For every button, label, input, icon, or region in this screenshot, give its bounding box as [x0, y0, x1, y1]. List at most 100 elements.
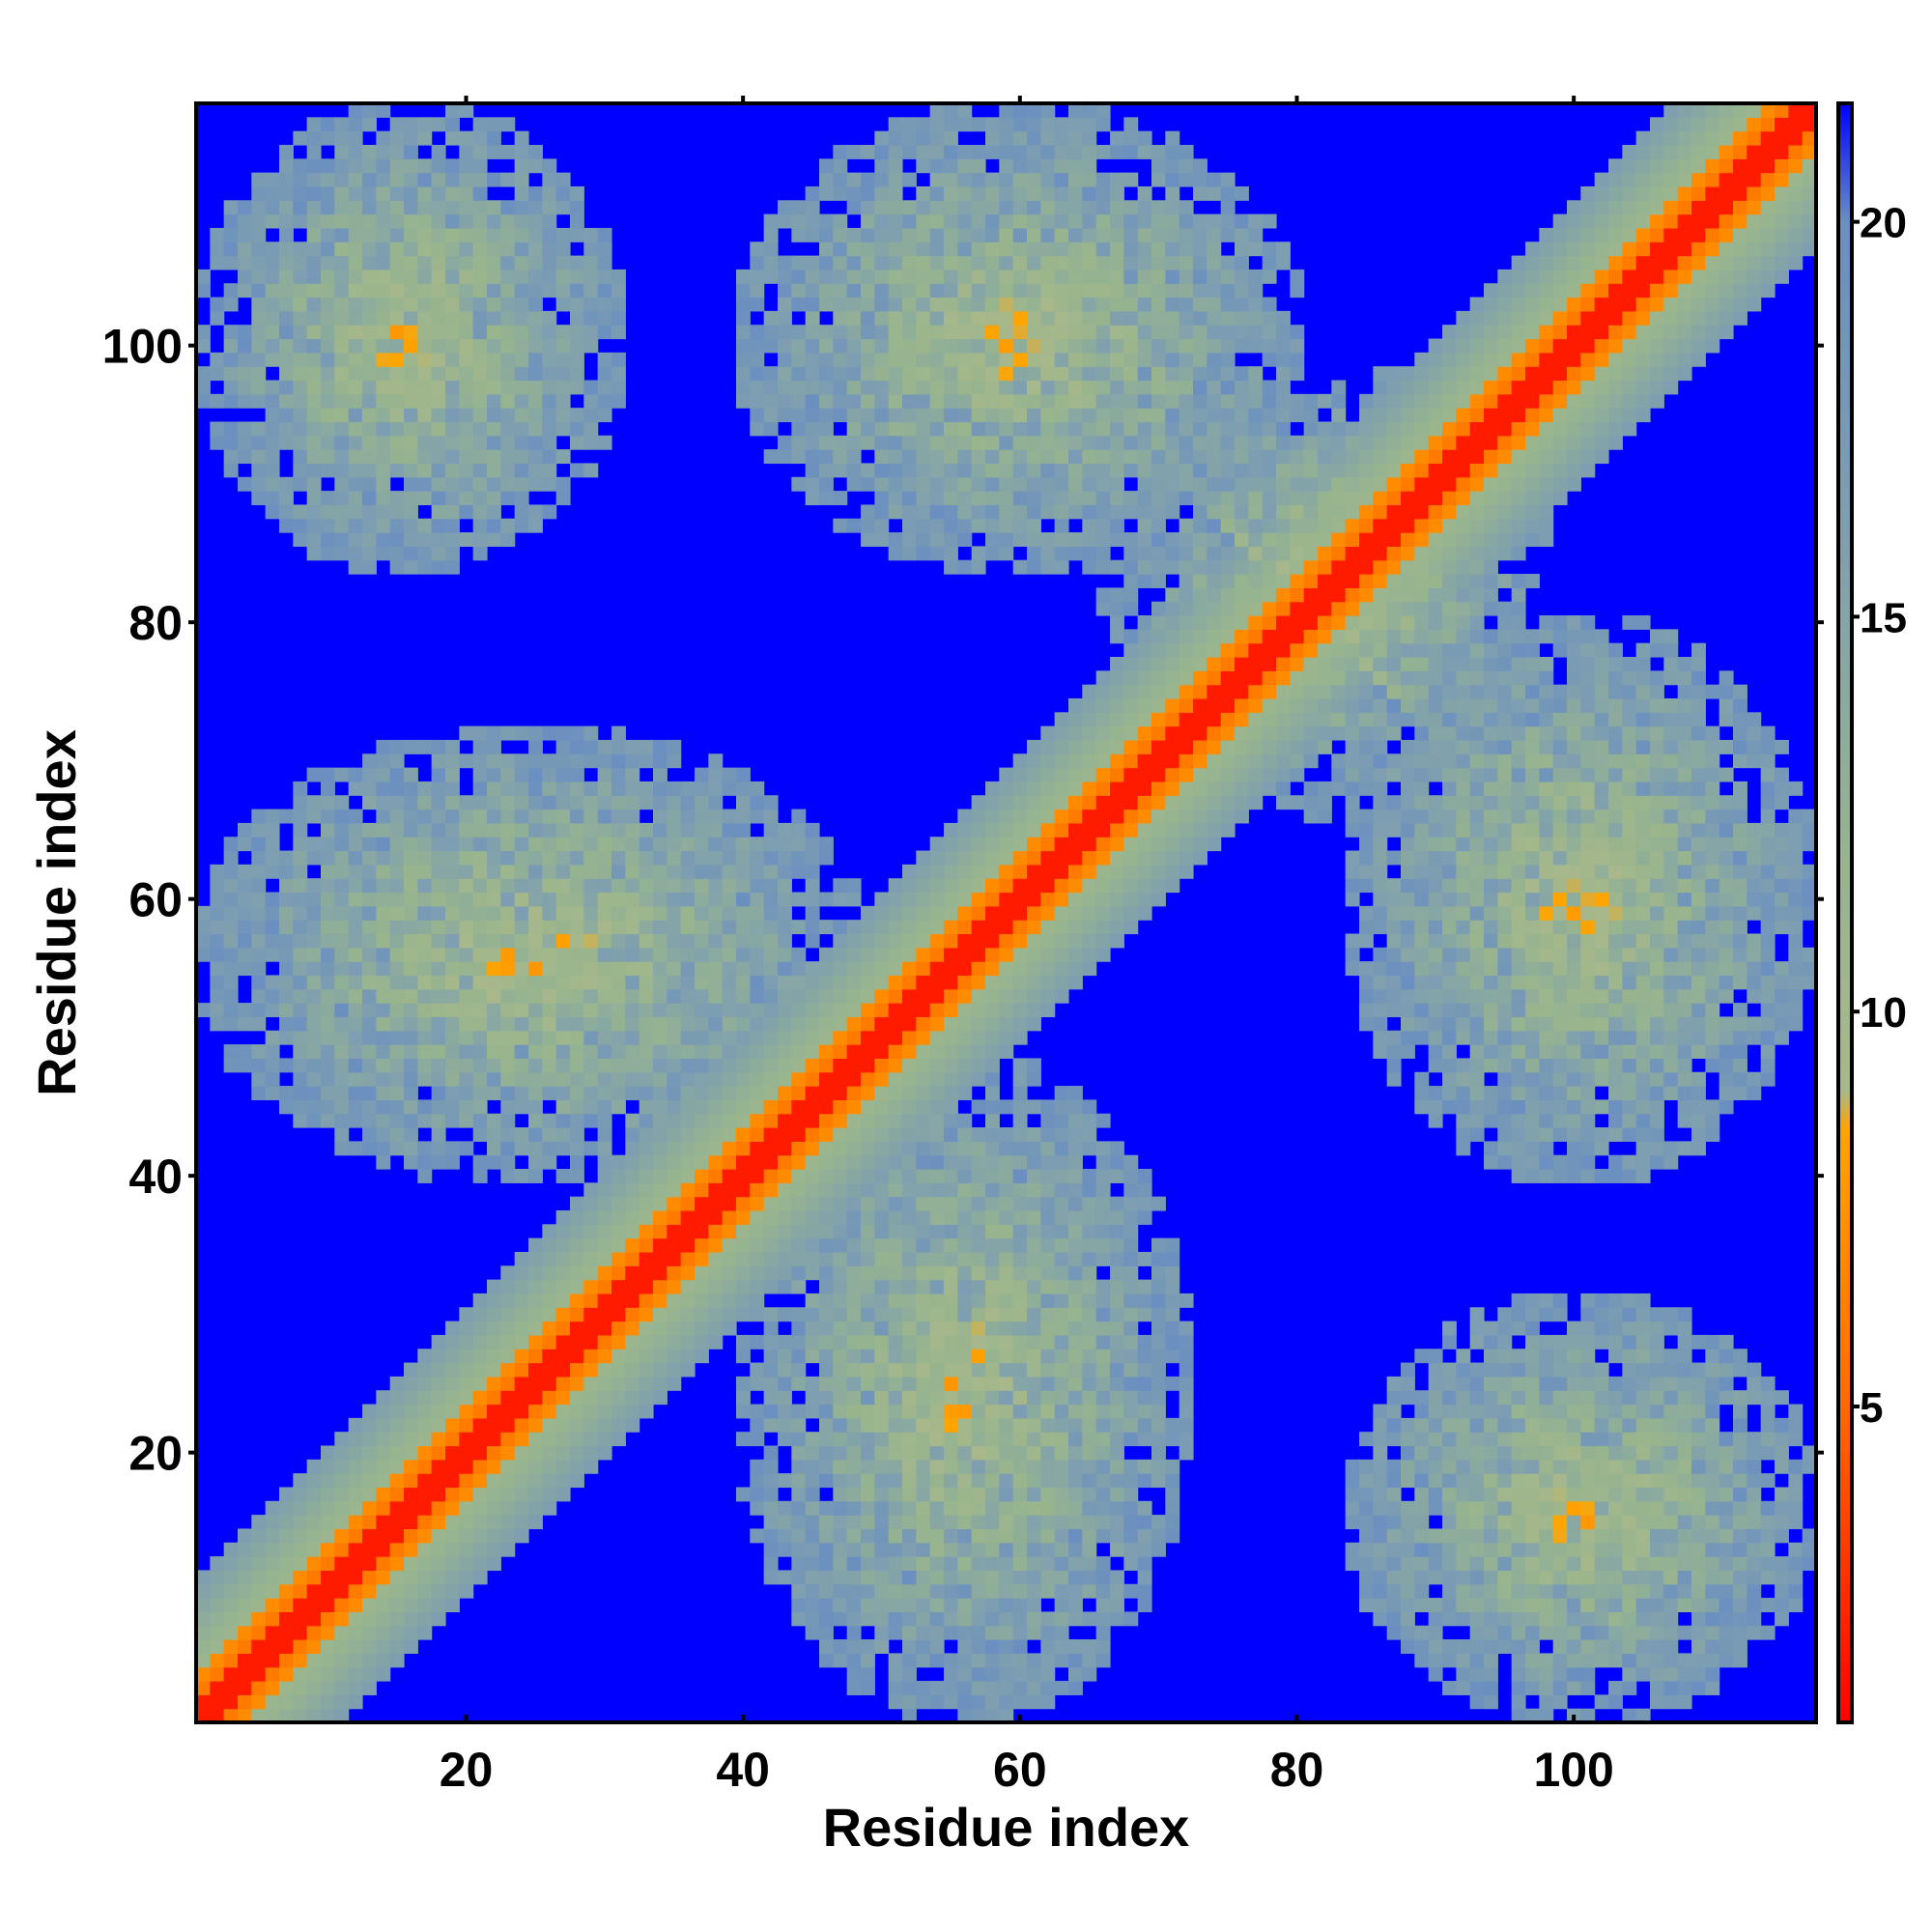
heatmap-cell [376, 546, 391, 561]
heatmap-cell [1012, 532, 1028, 547]
heatmap-cell [389, 559, 405, 575]
heatmap-cell [210, 366, 225, 382]
heatmap-cell [763, 1071, 779, 1087]
heatmap-cell [555, 1016, 571, 1032]
heatmap-cell [625, 767, 640, 782]
heatmap-cell [1068, 1237, 1083, 1253]
heatmap-cell [500, 449, 516, 465]
heatmap-cell [750, 1058, 765, 1073]
heatmap-cell [736, 1334, 751, 1350]
heatmap-cell [888, 310, 903, 326]
heatmap-cell [389, 1653, 405, 1668]
heatmap-cell [487, 961, 501, 977]
heatmap-cell [750, 1307, 765, 1322]
heatmap-cell [1040, 753, 1056, 769]
heatmap-cell [999, 1376, 1014, 1391]
heatmap-cell [736, 850, 751, 866]
heatmap-cell [971, 905, 986, 921]
heatmap-cell [1012, 1487, 1028, 1502]
heatmap-cell [389, 1459, 405, 1474]
heatmap-cell [348, 1528, 363, 1544]
heatmap-cell [389, 1639, 405, 1654]
heatmap-cell [957, 227, 973, 242]
heatmap-cell [680, 795, 696, 810]
heatmap-cell [929, 1349, 945, 1364]
heatmap-cell [1095, 837, 1111, 852]
heatmap-cell [514, 1003, 529, 1018]
heatmap-cell [653, 1058, 668, 1073]
heatmap-cell [971, 408, 986, 423]
heatmap-cell [1082, 1583, 1097, 1599]
heatmap-cell [348, 366, 363, 382]
heatmap-cell [1054, 1583, 1069, 1599]
heatmap-cell [334, 532, 350, 547]
heatmap-cell [957, 1708, 973, 1723]
heatmap-cell [1095, 352, 1111, 367]
heatmap-cell [362, 1639, 377, 1654]
heatmap-cell [1123, 1459, 1139, 1474]
heatmap-cell [417, 242, 433, 257]
heatmap-cell [1082, 352, 1097, 367]
heatmap-cell [334, 947, 350, 962]
heatmap-cell [362, 1141, 377, 1156]
heatmap-cell [514, 1058, 529, 1073]
heatmap-cell [1012, 158, 1028, 174]
heatmap-cell [1123, 1307, 1139, 1322]
heatmap-cell [431, 850, 446, 866]
heatmap-cell [472, 1154, 488, 1170]
heatmap-cell [778, 837, 792, 852]
heatmap-cell [1040, 1666, 1056, 1682]
heatmap-cell [625, 1390, 640, 1406]
heatmap-cell [1054, 905, 1069, 921]
heatmap-cell [750, 864, 765, 879]
heatmap-cell [487, 1390, 501, 1406]
heatmap-cell [653, 1003, 668, 1018]
heatmap-cell [404, 269, 418, 284]
heatmap-cell [472, 1003, 488, 1018]
heatmap-cell [542, 1321, 557, 1336]
heatmap-cell [1068, 255, 1083, 270]
heatmap-cell [999, 1611, 1014, 1627]
heatmap-cell [750, 975, 765, 990]
heatmap-cell [944, 393, 958, 409]
heatmap-cell [555, 449, 571, 465]
heatmap-cell [1123, 1528, 1139, 1544]
heatmap-cell [238, 1694, 252, 1710]
heatmap-cell [334, 1071, 350, 1087]
heatmap-cell [1095, 1224, 1111, 1239]
heatmap-cell [362, 1500, 377, 1516]
heatmap-cell [971, 144, 986, 159]
heatmap-cell [736, 975, 751, 990]
heatmap-cell [306, 905, 322, 921]
heatmap-cell [1040, 242, 1056, 257]
heatmap-cell [500, 1459, 516, 1474]
heatmap-cell [597, 352, 612, 367]
heatmap-cell [1095, 393, 1111, 409]
heatmap-cell [1054, 366, 1069, 382]
heatmap-cell [445, 1071, 460, 1087]
heatmap-cell [570, 255, 584, 270]
heatmap-cell [750, 1487, 765, 1502]
heatmap-cell [1110, 1376, 1124, 1391]
heatmap-cell [944, 449, 958, 465]
heatmap-cell [916, 1694, 931, 1710]
heatmap-cell [653, 1044, 668, 1060]
heatmap-cell [861, 1611, 875, 1627]
heatmap-cell [528, 988, 543, 1004]
heatmap-cell [528, 1030, 543, 1045]
heatmap-cell [985, 380, 1000, 395]
heatmap-cell [1012, 1237, 1028, 1253]
heatmap-cell [417, 1500, 433, 1516]
heatmap-cell [667, 822, 682, 838]
heatmap-cell [1082, 1611, 1097, 1627]
heatmap-cell [750, 1473, 765, 1489]
heatmap-cell [778, 1113, 792, 1128]
heatmap-cell [1110, 1390, 1124, 1406]
heatmap-cell [944, 338, 958, 354]
heatmap-cell [667, 1224, 682, 1239]
heatmap-cell [888, 1293, 903, 1308]
heatmap-cell [376, 864, 391, 879]
heatmap-cell [334, 518, 350, 533]
heatmap-cell [514, 408, 529, 423]
heatmap-cell [389, 1570, 405, 1585]
